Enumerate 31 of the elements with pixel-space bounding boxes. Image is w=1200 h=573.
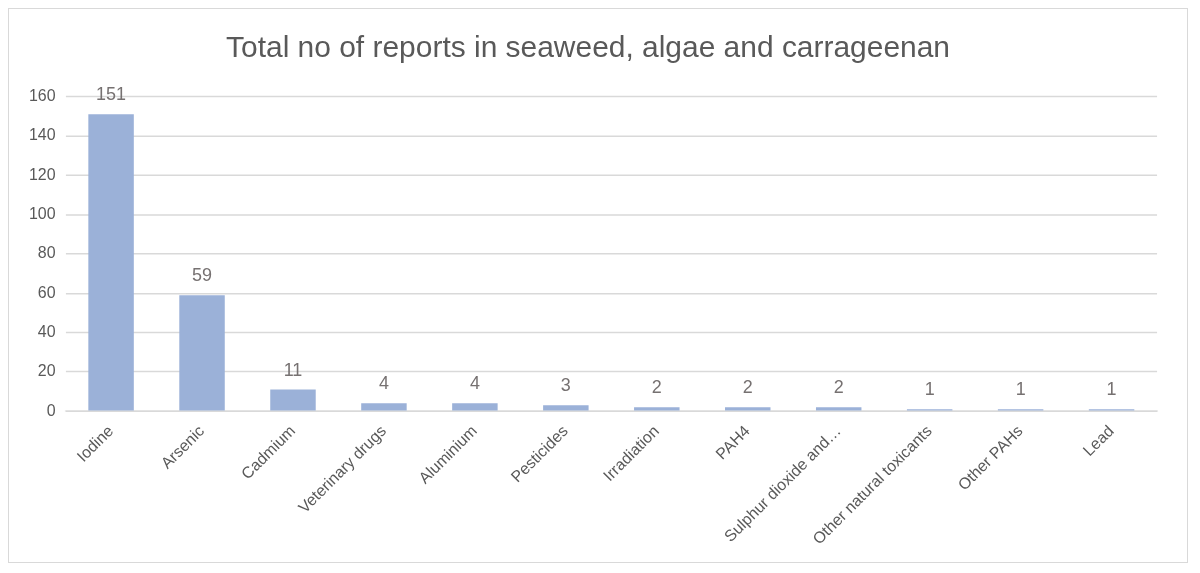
data-label: 4: [469, 373, 480, 394]
bar: [88, 114, 134, 411]
bar: [179, 295, 225, 411]
data-label: 2: [651, 377, 662, 398]
bar: [543, 405, 589, 411]
bar: [725, 407, 771, 411]
bar: [361, 403, 407, 411]
data-label: 2: [742, 377, 753, 398]
y-tick-label: 120: [29, 165, 56, 183]
y-tick-label: 0: [46, 401, 56, 419]
data-label: 2: [833, 377, 844, 398]
bar: [452, 403, 498, 411]
data-label: 59: [192, 265, 213, 286]
data-label: 4: [378, 373, 389, 394]
data-label: 1: [924, 379, 935, 400]
y-tick-label: 20: [37, 362, 56, 380]
data-label: 1: [1015, 379, 1026, 400]
data-label: 151: [96, 84, 127, 105]
data-label: 11: [283, 359, 303, 380]
y-tick-label: 40: [37, 322, 56, 340]
bar: [270, 389, 316, 411]
y-tick-label: 80: [37, 244, 56, 262]
chart-title: Total no of reports in seaweed, algae and carrageenan: [226, 30, 950, 64]
data-label: 1: [1106, 379, 1117, 400]
y-tick-label: 100: [29, 205, 56, 222]
bar: [815, 407, 862, 411]
data-label: 3: [560, 375, 571, 396]
bar: [634, 407, 680, 411]
y-tick-label: 160: [29, 87, 56, 105]
y-tick-label: 60: [37, 283, 56, 301]
y-tick-label: 140: [29, 126, 56, 144]
